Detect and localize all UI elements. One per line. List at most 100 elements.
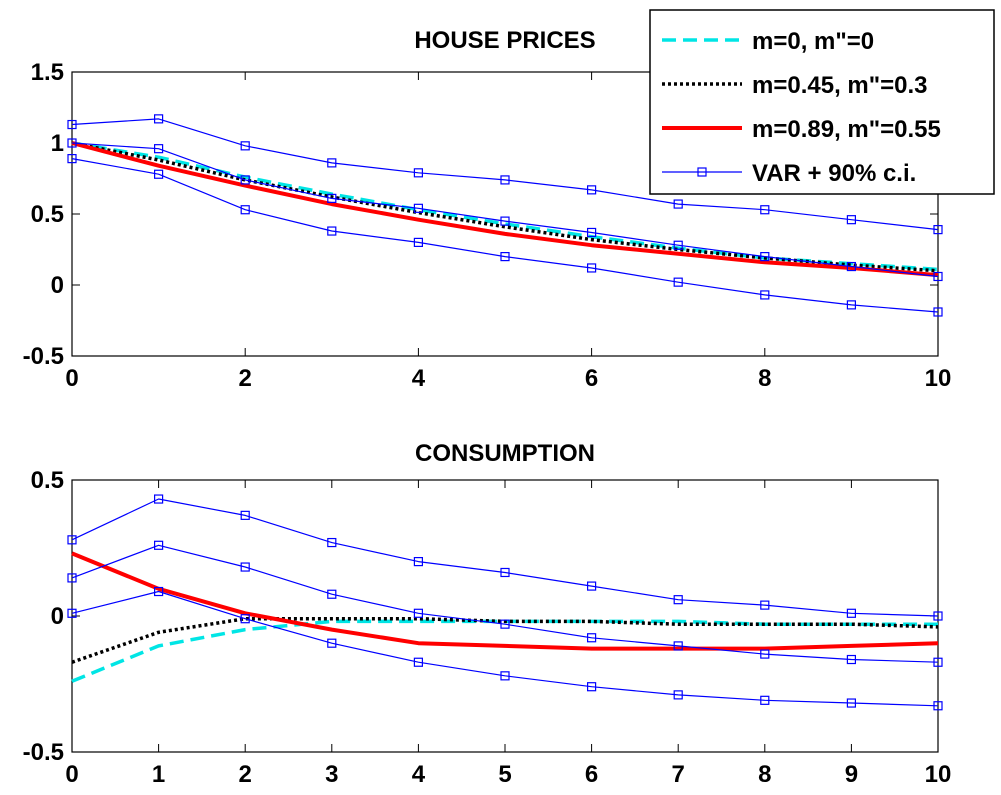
consumption-series-4-marker	[933, 611, 943, 621]
house-prices-series-5-marker	[586, 263, 597, 273]
consumption-xtick-label: 4	[412, 761, 426, 788]
house-prices-series	[67, 114, 943, 317]
consumption-series-5-marker	[673, 690, 683, 700]
consumption-series-4-line	[71, 498, 939, 617]
house-prices-series-5-marker	[933, 307, 943, 317]
consumption-xtick-label: 9	[845, 761, 858, 788]
house-prices-series-5-marker	[327, 226, 337, 236]
consumption-series-1-line	[71, 616, 939, 664]
consumption-series-5-marker	[500, 671, 510, 681]
consumption-xtick-label: 8	[758, 761, 771, 788]
house-prices-series-4-line	[71, 118, 939, 231]
consumption-series-3-marker	[846, 654, 857, 665]
house-prices-ytick-label: 1	[51, 130, 64, 157]
house-prices-series-3-marker	[760, 252, 770, 262]
house-prices-ytick-label: -0.5	[23, 343, 64, 370]
house-prices-series-4-marker	[327, 158, 337, 168]
consumption-series-4-marker	[760, 600, 770, 610]
consumption-series-3-marker	[586, 633, 597, 643]
legend-item: m=0.89, m"=0.55	[662, 116, 941, 143]
consumption-series-4-marker	[673, 595, 683, 605]
consumption-xtick-label: 6	[585, 761, 598, 788]
consumption-yticks: -0.5 0 0.5	[23, 467, 938, 766]
legend-label: m=0.89, m"=0.55	[752, 116, 941, 143]
house-prices-series-5-marker	[240, 205, 250, 215]
legend-label: VAR + 90% c.i.	[752, 160, 916, 187]
house-prices-series-3-marker	[586, 227, 597, 238]
consumption-xtick-label: 10	[925, 761, 952, 788]
house-prices-ytick-label: 1.5	[31, 59, 64, 86]
house-prices-series-3-marker	[500, 216, 510, 226]
consumption-plot-area	[71, 479, 939, 753]
house-prices-series-5-marker	[413, 237, 423, 247]
consumption-series-3-marker	[413, 608, 423, 618]
consumption-series-4-marker	[586, 581, 597, 591]
consumption-series-5-line	[71, 590, 939, 707]
consumption-series-5-marker	[846, 698, 857, 708]
house-prices-ytick-label: 0	[51, 272, 64, 299]
consumption-series-3-marker	[67, 573, 77, 583]
consumption-series-5-marker	[413, 657, 423, 667]
house-prices-xtick-label: 10	[925, 365, 952, 392]
consumption-xtick-label: 7	[672, 761, 685, 788]
house-prices-series-4-marker	[673, 199, 683, 209]
house-prices-series-5-marker	[154, 169, 164, 179]
consumption-series-5-marker	[760, 695, 770, 705]
house-prices-xtick-label: 8	[758, 365, 771, 392]
house-prices-series-3-marker	[413, 203, 423, 213]
consumption-series	[67, 494, 943, 711]
house-prices-series-5-marker	[846, 300, 857, 310]
house-prices-series-5-line	[71, 158, 939, 313]
house-prices-series-4-marker	[933, 225, 943, 235]
consumption-series-3-marker	[673, 641, 683, 651]
house-prices-series-3-marker	[327, 193, 337, 203]
consumption-series-5-marker	[154, 586, 164, 597]
house-prices-xtick-label: 2	[239, 365, 252, 392]
consumption-ytick-label: 0	[51, 603, 64, 630]
consumption-series-3-marker	[760, 649, 770, 659]
consumption-series-3-marker	[240, 562, 250, 572]
consumption-series-3-marker	[933, 657, 943, 667]
legend-item: m=0.45, m"=0.3	[662, 72, 928, 99]
legend-item: m=0, m"=0	[662, 28, 874, 55]
legend-label: m=0, m"=0	[752, 28, 874, 55]
consumption-series-3-marker	[154, 540, 164, 550]
house-prices-series-4-marker	[413, 168, 423, 178]
consumption-series-3-marker	[327, 589, 337, 599]
house-prices-xtick-label: 4	[412, 365, 426, 392]
house-prices-series-3-marker	[240, 175, 250, 185]
house-prices-series-2-line	[71, 141, 939, 278]
legend-label: m=0.45, m"=0.3	[752, 72, 928, 99]
legend: m=0, m"=0 m=0.45, m"=0.3 m=0.89, m"=0.55 VA…	[649, 9, 995, 195]
consumption-ytick-label: -0.5	[23, 739, 64, 766]
consumption-xtick-label: 1	[152, 761, 165, 788]
house-prices-series-4-marker	[846, 215, 857, 225]
house-prices-xticks: 0 2 4 6 8 10	[65, 72, 951, 392]
house-prices-series-4-marker	[154, 114, 164, 124]
house-prices-series-4-marker	[760, 205, 770, 215]
consumption-series-4-marker	[413, 556, 423, 567]
consumption-panel: CONSUMPTION -0.500.5 0 1 2 3 4 5 6 7 8 9 10	[23, 440, 952, 788]
legend-swatch-marker	[697, 167, 707, 177]
house-prices-xtick-label: 6	[585, 365, 598, 392]
house-prices-ytick-label: 0.5	[31, 201, 64, 228]
house-prices-series-4-marker	[67, 119, 77, 130]
house-prices-series-5-marker	[67, 154, 77, 164]
house-prices-series-5-marker	[673, 277, 683, 287]
consumption-xticks: 0 1 2 3 4 5 6 7 8 9 10	[65, 480, 951, 788]
house-prices-series-4-marker	[240, 141, 250, 151]
house-prices-series-4-marker	[586, 185, 597, 195]
house-prices-title: HOUSE PRICES	[414, 27, 595, 54]
consumption-xtick-label: 0	[65, 761, 78, 788]
house-prices-series-3-marker	[67, 138, 77, 148]
consumption-xtick-label: 5	[498, 761, 511, 788]
consumption-ytick-label: 0.5	[31, 467, 64, 494]
consumption-series-5-marker	[586, 682, 597, 692]
consumption-series-3-marker	[500, 619, 510, 629]
consumption-series-5-marker	[67, 608, 77, 618]
consumption-series-4-marker	[154, 494, 164, 504]
consumption-series-4-marker	[327, 537, 337, 548]
house-prices-series-5-marker	[500, 252, 510, 262]
consumption-series-4-marker	[240, 510, 250, 520]
consumption-series-5-marker	[240, 614, 250, 624]
